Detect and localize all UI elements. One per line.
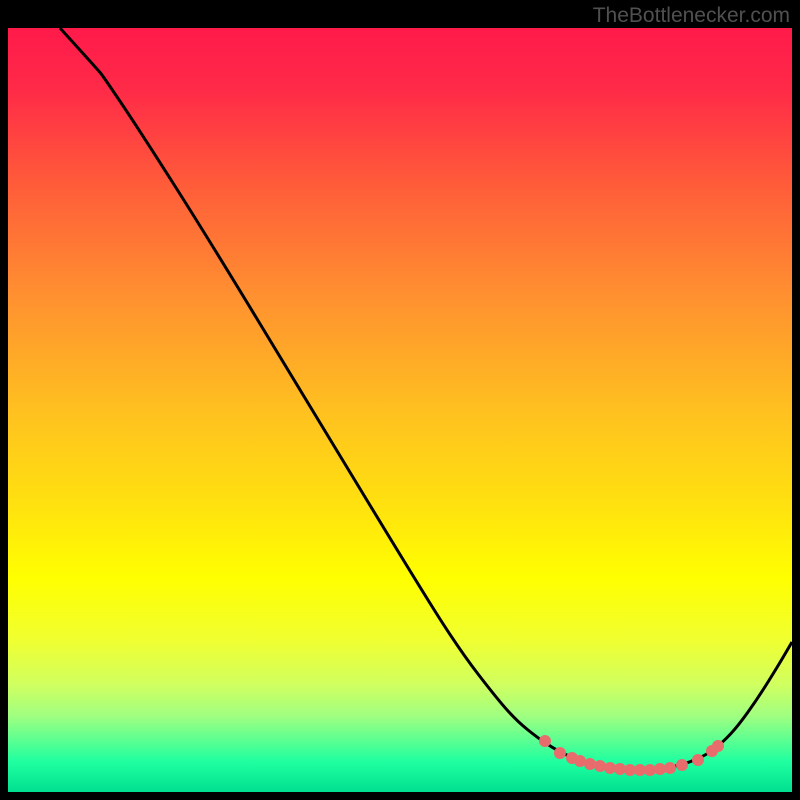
curve-layer: [8, 28, 792, 792]
curve-marker: [692, 754, 704, 766]
watermark-text: TheBottlenecker.com: [593, 4, 790, 28]
curve-marker: [539, 735, 551, 747]
curve-marker: [554, 747, 566, 759]
bottleneck-curve: [60, 28, 792, 770]
curve-marker: [664, 762, 676, 774]
chart-area: [8, 28, 792, 792]
curve-marker: [676, 759, 688, 771]
curve-marker: [712, 740, 724, 752]
